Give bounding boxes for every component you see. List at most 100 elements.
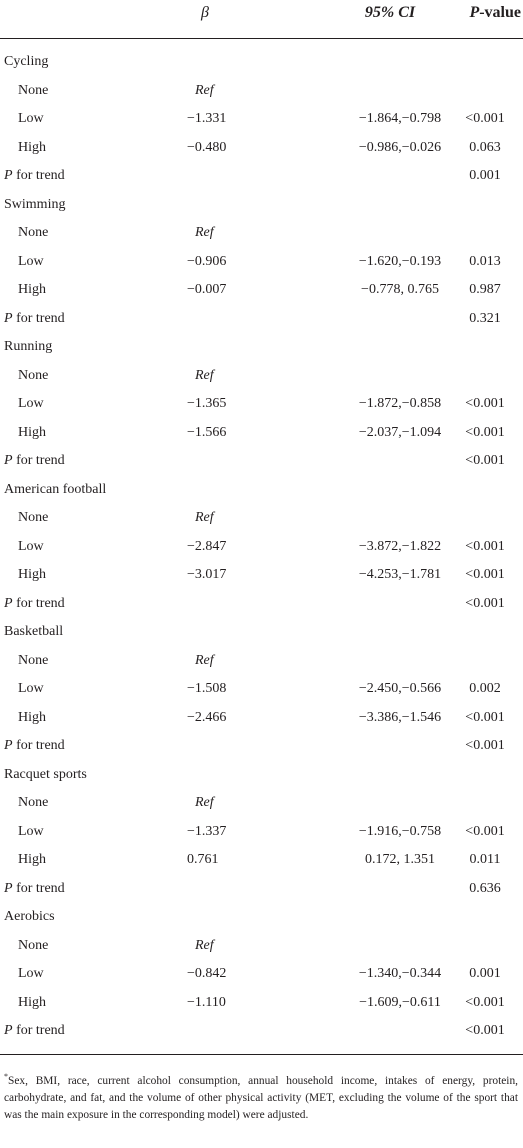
level-label: High	[18, 852, 46, 867]
trend-label: P for trend	[4, 875, 65, 903]
p-value: <0.001	[465, 567, 505, 582]
level-label: None	[18, 225, 49, 240]
table-row: High −3.017 −4.253,−1.781 <0.001	[0, 561, 523, 590]
p-value: 0.011	[469, 852, 501, 867]
ci-value: −3.872,−1.822	[358, 538, 442, 554]
group-row: Running	[0, 333, 523, 362]
level-label: Low	[18, 538, 44, 554]
beta-value: Ref	[195, 225, 214, 240]
trend-row: P for trend <0.001	[0, 590, 523, 619]
trend-label-rest: for trend	[12, 1023, 65, 1038]
trend-p-value: <0.001	[465, 453, 505, 468]
p-header-rest: -value	[479, 4, 521, 21]
level-label: None	[18, 652, 49, 668]
trend-label-rest: for trend	[12, 595, 65, 611]
table-row: High −0.007 −0.778, 0.765 0.987	[0, 276, 523, 305]
p-value: 0.001	[469, 966, 501, 981]
trend-label-rest: for trend	[12, 880, 65, 896]
p-value: <0.001	[465, 823, 505, 839]
ci-value: −2.450,−0.566	[358, 681, 442, 696]
table-row: Low −1.365 −1.872,−0.858 <0.001	[0, 390, 523, 419]
p-value: <0.001	[465, 111, 505, 126]
beta-value: Ref	[195, 510, 214, 525]
trend-row: P for trend 0.001	[0, 162, 523, 191]
trend-p-value: <0.001	[465, 738, 505, 753]
p-value-header: P-value	[469, 2, 521, 24]
beta-value: −0.842	[187, 966, 227, 981]
level-label: Low	[18, 681, 44, 696]
table-row: None Ref	[0, 932, 523, 961]
beta-value: −0.480	[187, 139, 227, 155]
level-label: Low	[18, 396, 44, 411]
group-row: Racquet sports	[0, 761, 523, 790]
level-label: None	[18, 367, 49, 383]
table-row: Low −1.508 −2.450,−0.566 0.002	[0, 675, 523, 704]
trend-label: P for trend	[4, 732, 65, 760]
trend-label-rest: for trend	[12, 738, 65, 753]
trend-label-italic: P	[4, 1023, 13, 1038]
header-rule	[0, 38, 523, 39]
table-row: None Ref	[0, 362, 523, 391]
group-row: Swimming	[0, 191, 523, 220]
beta-value: −1.566	[187, 424, 227, 440]
beta-value: −2.847	[187, 538, 227, 554]
beta-value: −1.508	[187, 681, 227, 696]
ci-value: −3.386,−1.546	[358, 709, 442, 725]
table-row: Low −0.906 −1.620,−0.193 0.013	[0, 248, 523, 277]
p-value: 0.987	[469, 282, 501, 297]
group-name: Running	[4, 339, 53, 354]
group-name: American football	[4, 481, 107, 497]
level-label: High	[18, 567, 46, 582]
trend-label-rest: for trend	[12, 310, 65, 326]
p-value: <0.001	[465, 709, 505, 725]
trend-label-italic: P	[4, 168, 13, 183]
table-bottom-rule	[0, 1054, 523, 1055]
footnote-text: Sex, BMI, race, current alcohol consumpt…	[4, 1074, 518, 1121]
trend-label: P for trend	[4, 162, 65, 190]
beta-value: Ref	[195, 367, 214, 383]
beta-value: −1.337	[187, 823, 227, 839]
trend-label-rest: for trend	[12, 453, 65, 468]
trend-row: P for trend 0.321	[0, 305, 523, 334]
footnote-mark: *	[4, 1072, 8, 1081]
table-body: Cycling None Ref Low −1.331 −1.864,−0.798 <0.0…	[0, 48, 523, 1046]
level-label: None	[18, 937, 49, 953]
level-label: Low	[18, 253, 44, 269]
group-name: Basketball	[4, 624, 64, 639]
table-row: None Ref	[0, 219, 523, 248]
ci-value: −1.609,−0.611	[359, 994, 441, 1010]
trend-row: P for trend <0.001	[0, 447, 523, 476]
trend-label-rest: for trend	[12, 168, 65, 183]
group-name: Aerobics	[4, 909, 55, 924]
level-label: High	[18, 709, 46, 725]
beta-value: −1.110	[187, 994, 226, 1010]
p-value: 0.063	[469, 139, 501, 155]
beta-header: β	[201, 4, 209, 21]
level-label: High	[18, 424, 46, 440]
beta-value: Ref	[195, 652, 214, 668]
group-name: Cycling	[4, 54, 49, 69]
trend-label: P for trend	[4, 1017, 65, 1045]
group-row: Cycling	[0, 48, 523, 77]
table-row: Low −1.337 −1.916,−0.758 <0.001	[0, 818, 523, 847]
trend-p-value: <0.001	[465, 595, 505, 611]
trend-row: P for trend <0.001	[0, 732, 523, 761]
table-row: None Ref	[0, 77, 523, 106]
ci-value: −2.037,−1.094	[358, 424, 442, 440]
table-row: High −1.110 −1.609,−0.611 <0.001	[0, 989, 523, 1018]
level-label: Low	[18, 111, 44, 126]
trend-label: P for trend	[4, 590, 65, 618]
trend-p-value: 0.636	[469, 880, 501, 896]
beta-value: −2.466	[187, 709, 227, 725]
ci-value: −1.340,−0.344	[358, 966, 442, 981]
group-name: Racquet sports	[4, 766, 87, 782]
group-row: Basketball	[0, 618, 523, 647]
table-row: Low −1.331 −1.864,−0.798 <0.001	[0, 105, 523, 134]
beta-value: Ref	[195, 82, 214, 98]
level-label: None	[18, 82, 49, 98]
trend-label-italic: P	[4, 310, 13, 326]
table-row: High −0.480 −0.986,−0.026 0.063	[0, 134, 523, 163]
group-name: Swimming	[4, 196, 66, 212]
beta-value: −1.365	[187, 396, 227, 411]
table-row: Low −2.847 −3.872,−1.822 <0.001	[0, 533, 523, 562]
